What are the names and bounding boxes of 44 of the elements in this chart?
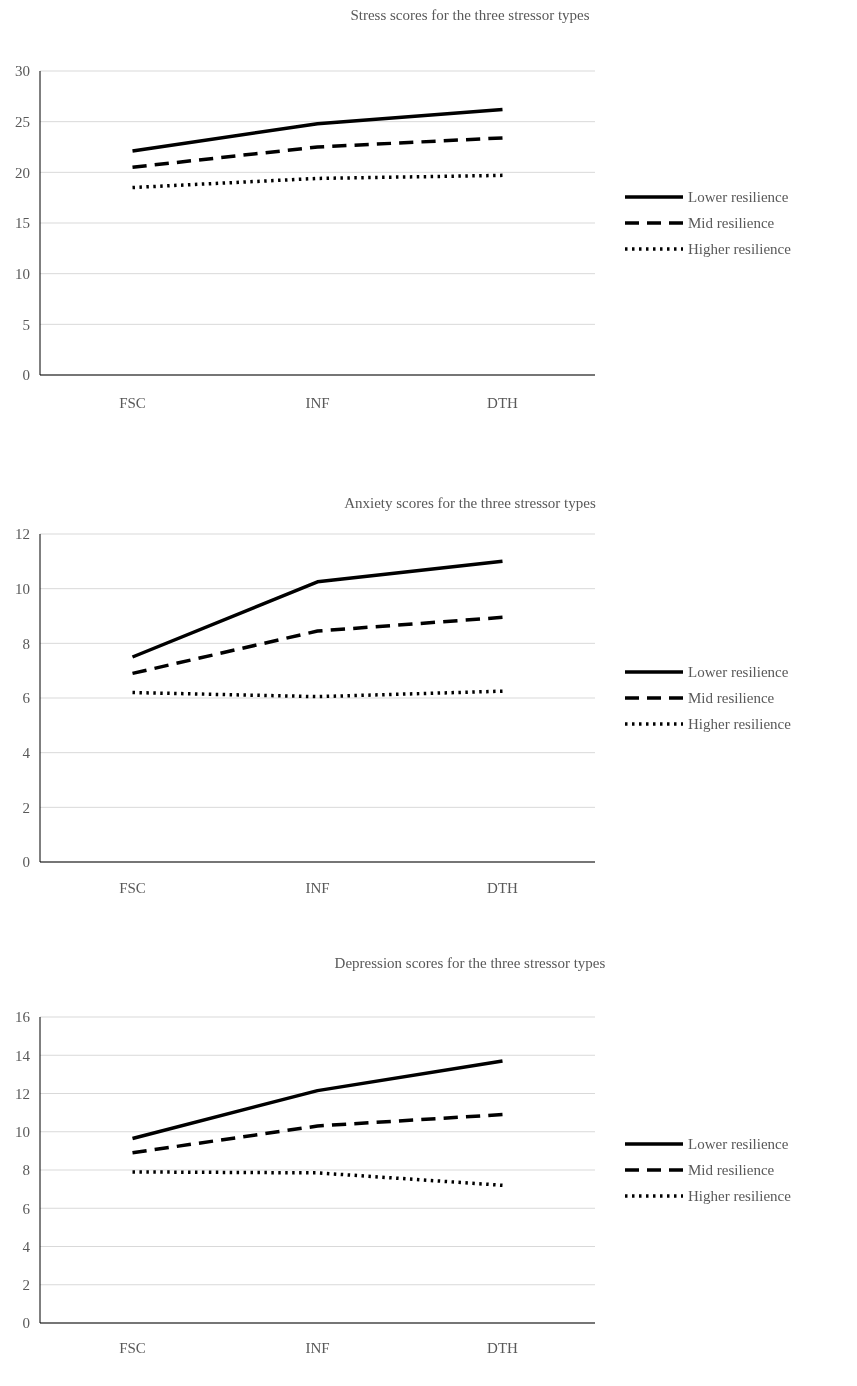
y-tick-label: 30 — [15, 63, 30, 80]
y-tick-label: 8 — [22, 1162, 30, 1179]
y-tick-label: 10 — [15, 580, 30, 597]
chart-title: Stress scores for the three stressor types — [350, 7, 590, 23]
y-tick-label: 10 — [15, 1124, 30, 1140]
y-tick-label: 12 — [15, 526, 30, 543]
y-tick-label: 14 — [15, 1047, 31, 1064]
y-tick-label: 4 — [22, 744, 31, 761]
legend-label: Lower resilience — [688, 189, 789, 206]
x-tick-label: FSC — [119, 880, 146, 896]
chart-title: Anxiety scores for the three stressor types — [344, 495, 596, 511]
legend-label: Higher resilience — [688, 1188, 792, 1205]
legend-label: Mid resilience — [688, 690, 775, 707]
x-tick-label: FSC — [119, 1340, 146, 1356]
x-tick-label: INF — [305, 880, 330, 896]
legend-label: Mid resilience — [688, 215, 775, 232]
x-tick-label: DTH — [487, 395, 519, 411]
y-tick-label: 10 — [15, 265, 30, 282]
y-tick-label: 4 — [22, 1238, 31, 1255]
y-tick-label: 25 — [15, 113, 30, 130]
y-tick-label: 6 — [22, 1200, 31, 1217]
x-tick-label: INF — [305, 1340, 330, 1356]
y-tick-label: 0 — [22, 1315, 30, 1332]
y-tick-label: 6 — [22, 690, 31, 707]
y-tick-label: 8 — [22, 635, 30, 652]
y-tick-label: 16 — [15, 1009, 31, 1026]
legend-label: Mid resilience — [688, 1162, 775, 1179]
y-tick-label: 2 — [22, 1277, 30, 1293]
legend-label: Higher resilience — [688, 716, 792, 733]
legend-label: Higher resilience — [688, 241, 792, 258]
x-tick-label: DTH — [487, 1340, 519, 1356]
chart-title: Depression scores for the three stressor types — [334, 955, 606, 971]
x-tick-label: FSC — [119, 395, 146, 411]
y-tick-label: 20 — [15, 164, 30, 181]
legend-label: Lower resilience — [688, 1136, 789, 1153]
x-tick-label: INF — [305, 395, 330, 411]
y-tick-label: 5 — [22, 316, 30, 333]
x-tick-label: DTH — [487, 880, 519, 896]
y-tick-label: 12 — [15, 1085, 30, 1102]
y-tick-label: 0 — [22, 367, 30, 384]
y-tick-label: 2 — [22, 799, 30, 816]
legend-label: Lower resilience — [688, 664, 789, 681]
y-tick-label: 0 — [22, 854, 30, 871]
y-tick-label: 15 — [15, 215, 30, 232]
